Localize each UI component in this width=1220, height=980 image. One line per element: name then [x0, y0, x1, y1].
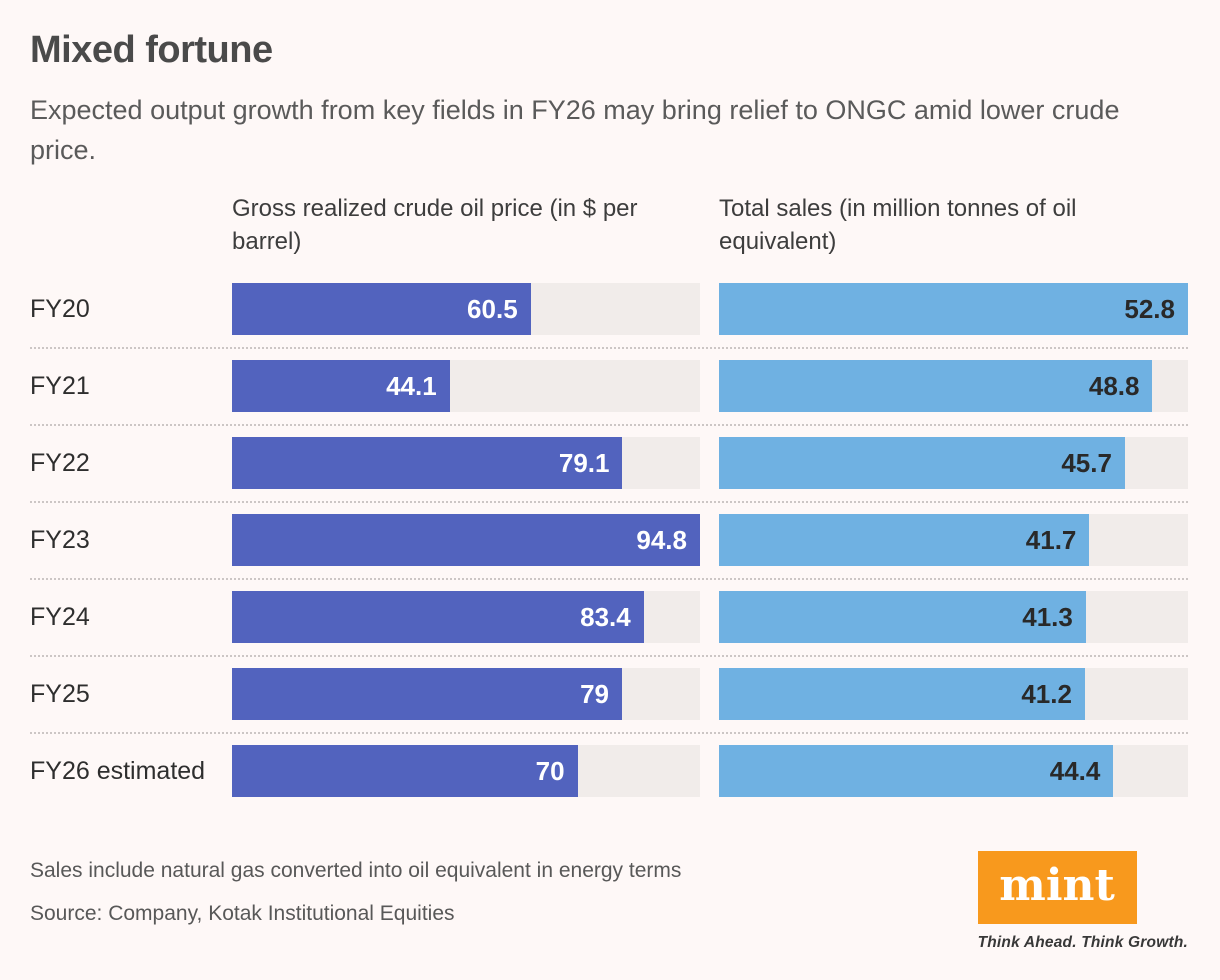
chart-row: FY22 79.1 45.7 [30, 426, 1188, 503]
crude-bar-value: 79 [580, 678, 609, 709]
sales-bar-value: 41.2 [1021, 678, 1072, 709]
crude-bar-track: 79.1 [232, 437, 700, 489]
crude-bar-value: 70 [535, 755, 565, 786]
sales-bar: 41.2 [719, 668, 1085, 720]
row-label: FY23 [30, 525, 90, 554]
chart-row: FY21 44.1 48.8 [30, 349, 1188, 426]
row-label: FY26 estimated [30, 756, 206, 785]
row-label: FY20 [30, 294, 90, 323]
mint-logo: mint [977, 851, 1137, 924]
footer: Sales include natural gas converted into… [30, 851, 1188, 952]
sales-bar-track: 52.8 [719, 283, 1188, 335]
chart-row: FY26 estimated 70 44.4 [30, 734, 1188, 809]
chart-rows: FY20 60.5 52.8 FY21 44.1 48.8 FY22 [30, 272, 1188, 809]
crude-bar-track: 44.1 [232, 360, 700, 412]
chart-header-sales: Total sales (in million tonnes of oil eq… [719, 195, 1077, 255]
crude-bar: 79 [232, 668, 622, 720]
sales-bar-track: 41.7 [719, 514, 1188, 566]
mint-logo-text: mint [999, 859, 1115, 911]
sales-bar-track: 44.4 [719, 745, 1188, 797]
crude-bar-value: 44.1 [386, 370, 437, 401]
sales-bar: 52.8 [719, 283, 1188, 335]
footer-notes: Sales include natural gas converted into… [30, 851, 681, 926]
bar-chart: Gross realized crude oil price (in $ per… [30, 192, 1188, 809]
crude-bar-track: 94.8 [232, 514, 700, 566]
sales-bar: 48.8 [719, 360, 1153, 412]
sales-bar-value: 41.3 [1022, 601, 1073, 632]
chart-header-row: Gross realized crude oil price (in $ per… [30, 192, 1188, 272]
crude-bar: 79.1 [232, 437, 623, 489]
brand-tagline: Think Ahead. Think Growth. [977, 934, 1188, 951]
source-line: Source: Company, Kotak Institutional Equ… [30, 902, 455, 925]
footnote: Sales include natural gas converted into… [30, 859, 682, 882]
chart-row: FY25 79 41.2 [30, 657, 1188, 734]
crude-bar-value: 94.8 [636, 524, 687, 555]
crude-bar-track: 60.5 [232, 283, 700, 335]
crude-bar: 60.5 [232, 283, 531, 335]
crude-bar: 70 [232, 745, 578, 797]
chart-row: FY24 83.4 41.3 [30, 580, 1188, 657]
sales-bar-value: 52.8 [1124, 293, 1175, 324]
crude-bar-track: 83.4 [232, 591, 700, 643]
crude-bar-track: 70 [232, 745, 700, 797]
row-label: FY25 [30, 679, 90, 708]
sales-bar: 45.7 [719, 437, 1125, 489]
sales-bar-track: 41.2 [719, 668, 1188, 720]
sales-bar-value: 41.7 [1025, 524, 1077, 555]
page: Mixed fortune Expected output growth fro… [0, 28, 1220, 952]
row-label: FY24 [30, 602, 90, 631]
sales-bar-value: 44.4 [1049, 755, 1101, 786]
page-subtitle: Expected output growth from key fields i… [30, 95, 1120, 165]
crude-bar-track: 79 [232, 668, 700, 720]
crude-bar: 83.4 [232, 591, 644, 643]
crude-bar: 94.8 [232, 514, 700, 566]
chart-header-crude: Gross realized crude oil price (in $ per… [232, 195, 638, 255]
sales-bar-track: 45.7 [719, 437, 1188, 489]
chart-row: FY20 60.5 52.8 [30, 272, 1188, 349]
sales-bar: 41.3 [719, 591, 1086, 643]
sales-bar-value: 45.7 [1061, 447, 1112, 478]
sales-bar-track: 48.8 [719, 360, 1188, 412]
sales-bar: 44.4 [719, 745, 1114, 797]
sales-bar-value: 48.8 [1088, 370, 1140, 401]
brand-block: mint Think Ahead. Think Growth. [977, 851, 1188, 952]
row-label: FY21 [30, 371, 90, 400]
row-label: FY22 [30, 448, 90, 477]
crude-bar-value: 60.5 [467, 293, 518, 324]
sales-bar: 41.7 [719, 514, 1090, 566]
page-title: Mixed fortune [30, 29, 273, 71]
chart-row: FY23 94.8 41.7 [30, 503, 1188, 580]
crude-bar-value: 79.1 [558, 447, 610, 478]
sales-bar-track: 41.3 [719, 591, 1188, 643]
crude-bar: 44.1 [232, 360, 450, 412]
crude-bar-value: 83.4 [580, 601, 631, 632]
